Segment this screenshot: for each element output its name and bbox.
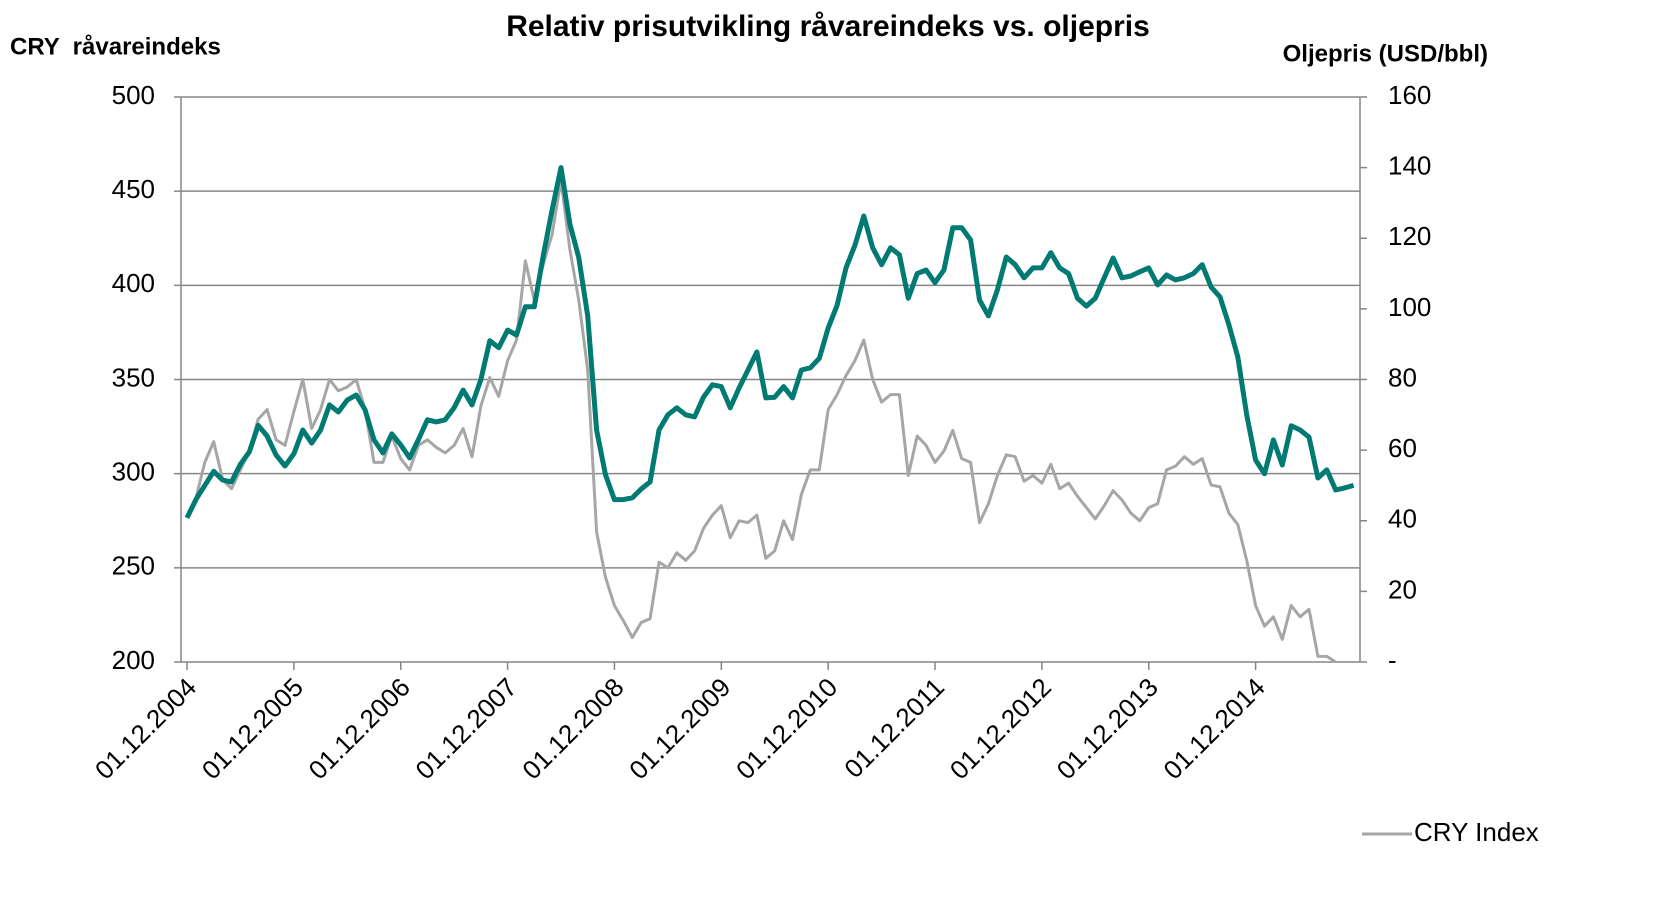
y-tick-label: 350 — [112, 362, 155, 392]
x-tick-label: 01.12.2014 — [1157, 672, 1270, 785]
x-tick-label: 01.12.2005 — [196, 672, 309, 785]
y-tick-label: 450 — [112, 174, 155, 204]
y-tick-label: 250 — [112, 551, 155, 581]
y-tick-label: 300 — [112, 457, 155, 487]
series-line — [184, 165, 1355, 519]
x-tick-label: 01.12.2012 — [944, 672, 1057, 785]
y2-tick-label: 20 — [1388, 574, 1417, 604]
x-tick-label: 01.12.2010 — [730, 672, 843, 785]
y-tick-label: 200 — [112, 645, 155, 675]
x-tick-label: 01.12.2006 — [303, 672, 416, 785]
y2-tick-label: 40 — [1388, 504, 1417, 534]
x-tick-label: 01.12.2013 — [1051, 672, 1164, 785]
y2-tick-label: 140 — [1388, 151, 1431, 181]
y-tick-label: 400 — [112, 268, 155, 298]
y2-tick-label: - — [1388, 645, 1397, 675]
x-tick-label: 01.12.2011 — [838, 672, 950, 784]
y2-tick-label: 100 — [1388, 292, 1431, 322]
y2-tick-label: 160 — [1388, 80, 1431, 110]
x-tick-label: 01.12.2008 — [516, 672, 629, 785]
x-tick-label: 01.12.2009 — [623, 672, 736, 785]
x-tick-label: 01.12.2007 — [409, 672, 522, 785]
y2-tick-label: 80 — [1388, 362, 1417, 392]
y2-tick-label: 120 — [1388, 221, 1431, 251]
y2-tick-label: 60 — [1388, 433, 1417, 463]
chart-title: Relativ prisutvikling råvareindeks vs. o… — [506, 10, 1150, 43]
series-line — [185, 178, 1337, 664]
y-axis-title: CRY råvareindeks — [10, 33, 221, 60]
x-tick-label: 01.12.2004 — [89, 672, 202, 785]
y-tick-label: 500 — [112, 80, 155, 110]
legend-label: CRY Index — [1414, 817, 1539, 847]
y2-axis-title: Oljepris (USD/bbl) — [1283, 40, 1488, 67]
